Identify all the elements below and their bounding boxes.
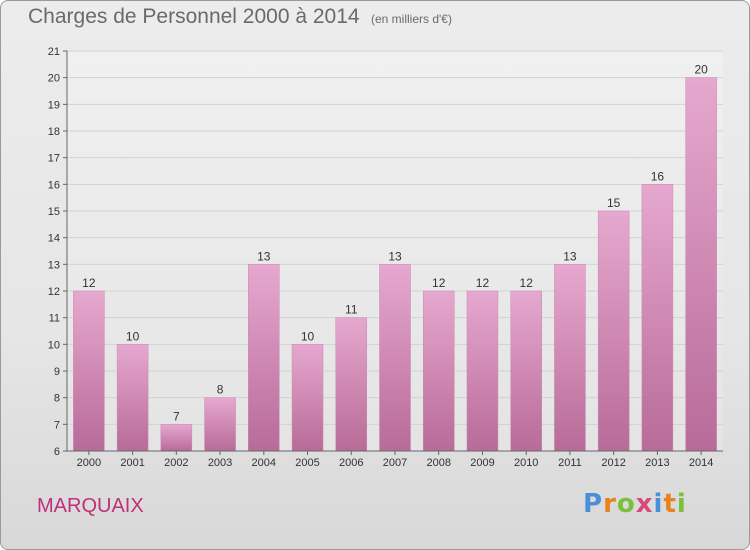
x-tick-label: 2008 (426, 457, 450, 469)
y-tick-label: 8 (54, 393, 60, 405)
value-label: 12 (520, 276, 534, 290)
y-tick-label: 21 (48, 46, 60, 58)
x-tick-label: 2009 (470, 457, 494, 469)
bar-2007 (379, 264, 411, 452)
bar-2010 (510, 290, 542, 452)
y-tick-label: 12 (48, 286, 60, 298)
brand-letter: P (583, 489, 604, 519)
y-tick-labels: 6 7 8 9 10 11 12 13 14 15 16 17 18 19 20 21 (48, 46, 60, 458)
bar-2006 (335, 317, 368, 452)
value-label: 13 (257, 249, 271, 263)
y-tick-label: 10 (48, 339, 60, 351)
brand-letter: i (653, 489, 664, 519)
value-label: 10 (301, 329, 315, 343)
y-tick-label: 13 (48, 259, 60, 271)
x-tick-labels: 2000 2001 2002 2003 2004 2005 2006 2007 2008 2009… (77, 457, 714, 469)
x-tick-label: 2000 (77, 457, 101, 469)
x-tick-label: 2004 (252, 457, 276, 469)
bar-2011 (554, 264, 586, 452)
bar-2008 (422, 290, 455, 452)
value-label: 20 (694, 63, 708, 77)
value-label: 13 (563, 249, 577, 263)
y-tick-label: 7 (54, 419, 60, 431)
y-tick-label: 15 (48, 206, 60, 218)
bar-2002 (160, 424, 193, 452)
y-tick-label: 11 (49, 313, 60, 325)
value-label: 10 (126, 329, 140, 343)
bar-2014 (685, 77, 717, 452)
bar-2004 (248, 264, 280, 452)
value-label: 13 (388, 249, 402, 263)
brand-letter: i (676, 489, 687, 519)
bar-2001 (116, 344, 149, 452)
brand-letter: t (663, 489, 677, 519)
bar-2009 (466, 290, 499, 452)
value-label: 12 (476, 276, 490, 290)
axes (66, 51, 723, 452)
brand-letter: r (603, 489, 617, 519)
x-tick-label: 2001 (120, 457, 144, 469)
bar-2005 (291, 344, 324, 452)
y-tick-label: 9 (54, 366, 60, 378)
y-tick-label: 20 (48, 73, 60, 85)
brand-letter: o (616, 489, 636, 519)
bar-2003 (204, 397, 236, 452)
x-tick-label: 2010 (514, 457, 538, 469)
x-tick-label: 2003 (208, 457, 232, 469)
value-label: 8 (217, 383, 224, 397)
bars (73, 77, 717, 455)
bar-2012 (597, 210, 630, 452)
y-tick-label: 18 (48, 126, 60, 138)
value-label: 12 (82, 276, 96, 290)
chart-title: Charges de Personnel 2000 à 2014 (28, 5, 360, 28)
x-tick-label: 2005 (295, 457, 319, 469)
x-tick-label: 2007 (383, 457, 407, 469)
value-labels: 12 10 7 8 13 10 11 13 12 12 12 13 15 16 20 (82, 63, 708, 424)
brand-letter: x (635, 489, 654, 519)
value-label: 7 (173, 409, 180, 423)
value-label: 15 (607, 196, 621, 210)
commune-name: MARQUAIX (37, 495, 144, 517)
x-tick-label: 2013 (645, 457, 669, 469)
x-tick-label: 2011 (558, 457, 582, 469)
y-tick-label: 17 (48, 153, 60, 165)
y-tick-label: 6 (54, 446, 60, 458)
x-tick-label: 2006 (339, 457, 363, 469)
value-label: 16 (651, 169, 665, 183)
bar-2013 (641, 184, 674, 452)
proxiti-logo: Proxiti (583, 489, 687, 519)
x-tick-label: 2002 (164, 457, 188, 469)
x-tick-label: 2014 (689, 457, 713, 469)
x-tick-label: 2012 (601, 457, 625, 469)
y-tick-label: 14 (48, 233, 60, 245)
chart-unit: (en milliers d'€) (371, 12, 452, 26)
y-tick-label: 19 (48, 99, 60, 111)
y-tick-label: 16 (48, 179, 60, 191)
value-label: 11 (345, 303, 358, 317)
value-label: 12 (432, 276, 446, 290)
bar-2000 (73, 290, 105, 452)
